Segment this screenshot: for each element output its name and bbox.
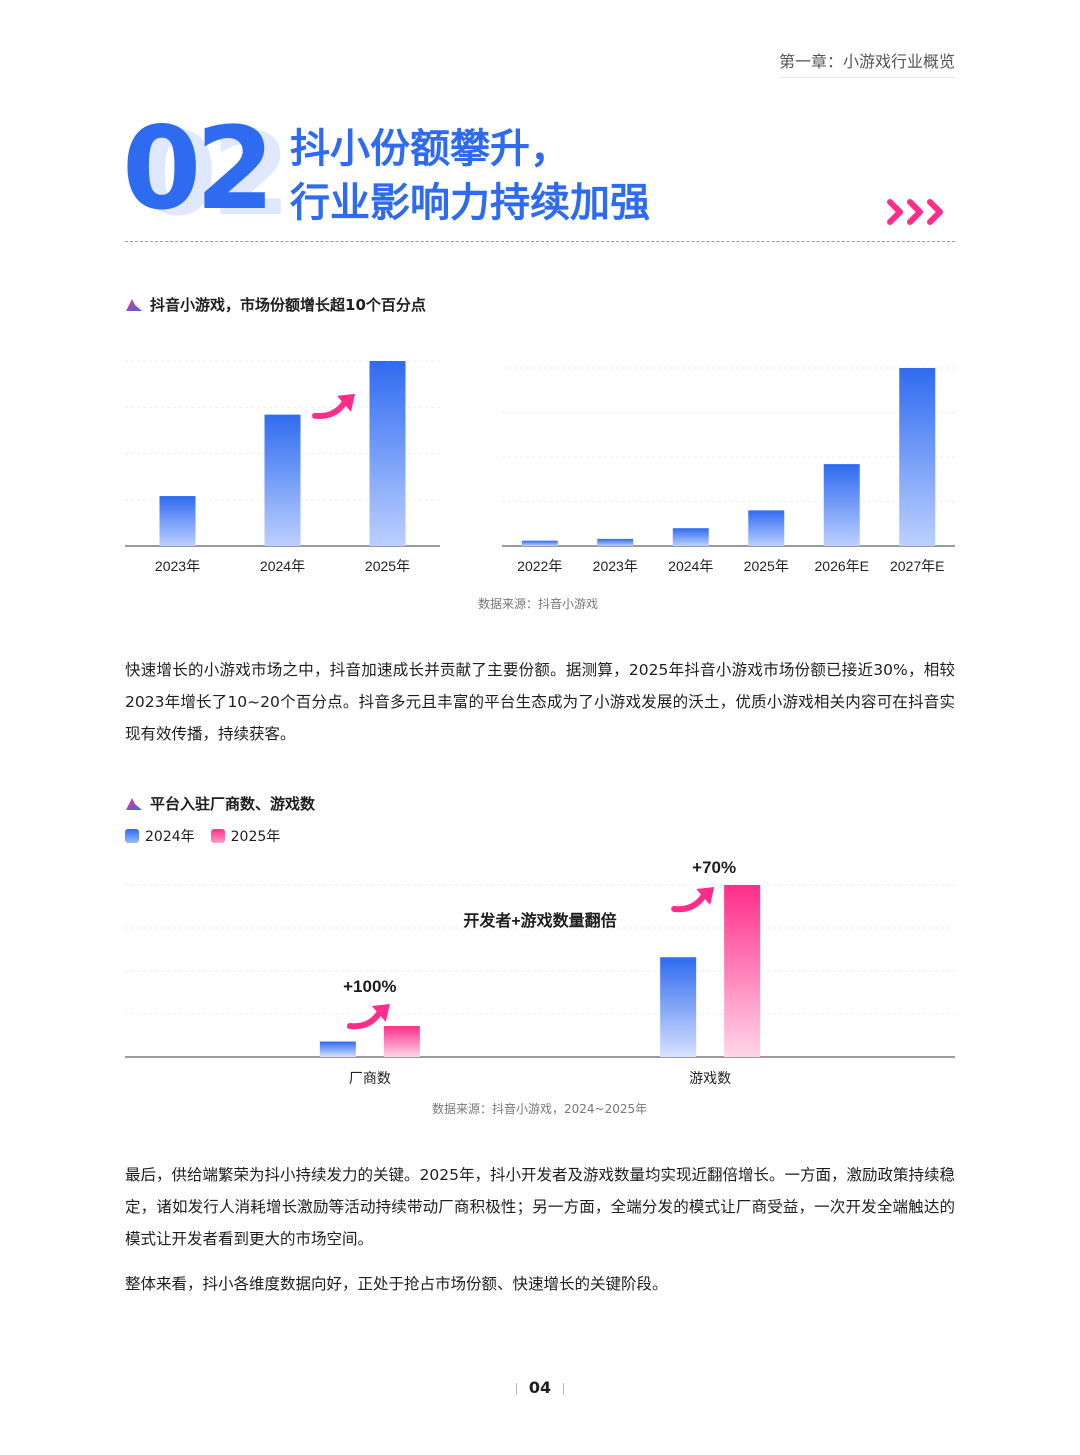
growth-arrow-icon (312, 393, 355, 420)
bar (521, 540, 558, 546)
brand-mark-icon (126, 298, 142, 311)
annotation-vendors-growth: +100% (343, 977, 396, 996)
legend-swatch-2025 (210, 829, 225, 843)
chapter-label: 第一章：小游戏行业概览 (778, 52, 955, 71)
market-share-chart-right: 2022年 2023年 2024年 2025年 2026年E 2027年E (502, 367, 955, 574)
legend-swatch-2024 (125, 829, 139, 843)
brand-mark-icon (126, 797, 142, 810)
bar (264, 414, 301, 546)
chart2-subtitle: 平台入驻厂商数、游戏数 (150, 795, 316, 813)
x-tick-label: 2026年E (815, 558, 869, 574)
x-tick-label: 2022年 (517, 558, 562, 574)
page-number-bar-left (515, 1382, 517, 1395)
page-number-bar-right (563, 1382, 565, 1395)
bar-2025年 (724, 885, 761, 1057)
chart3-source: 数据来源：抖音小游戏，2024~2025年 (432, 1102, 648, 1116)
bar (597, 538, 634, 546)
paragraph-2: 最后，供给端繁荣为抖小持续发力的关键。2025年，抖小开发者及游戏数量均实现近翻… (125, 1166, 955, 1248)
title-divider (125, 241, 955, 242)
x-tick-label: 2023年 (155, 558, 200, 574)
legend-label-2025: 2025年 (230, 829, 281, 845)
annotation-headline: 开发者+游戏数量翻倍 (463, 911, 616, 930)
x-tick-label: 2027年E (890, 558, 944, 574)
chart1-heading: 抖音小游戏，市场份额增长超10个百分点 (125, 294, 426, 315)
paragraph-1: 快速增长的小游戏市场之中，抖音加速成长并贡献了主要份额。据测算，2025年抖音小… (125, 661, 955, 743)
bar (748, 510, 785, 546)
paragraph-3: 整体来看，抖小各维度数据向好，正处于抢占市场份额、快速增长的关键阶段。 (125, 1275, 668, 1293)
vendors-games-chart: 厂商数 游戏数 +100% +70% 开发者+游戏数量翻倍 (125, 858, 955, 1086)
bar (899, 368, 936, 546)
chart1-subtitle: 抖音小游戏，市场份额增长超10个百分点 (150, 296, 426, 314)
bar-2025年 (383, 1026, 420, 1057)
section-title-line1: 抖小份额攀升， (290, 126, 570, 172)
section-number: 02 (122, 102, 275, 235)
chart1-source: 数据来源：抖音小游戏 (478, 597, 599, 611)
growth-arrow-icon (671, 887, 715, 913)
x-tick-label: 2023年 (593, 558, 638, 574)
bar-2024年 (660, 957, 697, 1057)
bar-2024年 (319, 1041, 356, 1057)
x-tick-label: 2024年 (668, 558, 713, 574)
x-tick-label: 游戏数 (689, 1070, 731, 1086)
legend-item-2025: 2025年 (210, 826, 281, 846)
x-tick-label: 2025年 (365, 558, 410, 574)
legend-item-2024: 2024年 (125, 826, 195, 846)
bar (823, 464, 860, 546)
growth-arrow-icon (346, 1004, 390, 1030)
bar (672, 528, 709, 546)
x-tick-label: 2025年 (744, 558, 789, 574)
bar (369, 361, 406, 546)
market-share-chart-left: 2023年 2024年 2025年 (125, 360, 440, 574)
section-number-shadow: 02 (138, 108, 291, 241)
chevrons-icon (887, 199, 943, 225)
legend-label-2024: 2024年 (145, 829, 195, 845)
chart3-legend: 2024年 2025年 (125, 826, 280, 846)
chart2-heading: 平台入驻厂商数、游戏数 (125, 793, 315, 814)
page-number: 04 (0, 1378, 1080, 1397)
annotation-games-growth: +70% (692, 858, 736, 877)
page-number-text: 04 (528, 1378, 552, 1397)
section-title: 抖小份额攀升， 行业影响力持续加强 (290, 122, 650, 230)
chapter-rule (780, 77, 955, 78)
x-tick-label: 厂商数 (349, 1070, 391, 1086)
section-title-line2: 行业影响力持续加强 (290, 180, 650, 226)
x-tick-label: 2024年 (260, 558, 305, 574)
bar (159, 496, 196, 546)
